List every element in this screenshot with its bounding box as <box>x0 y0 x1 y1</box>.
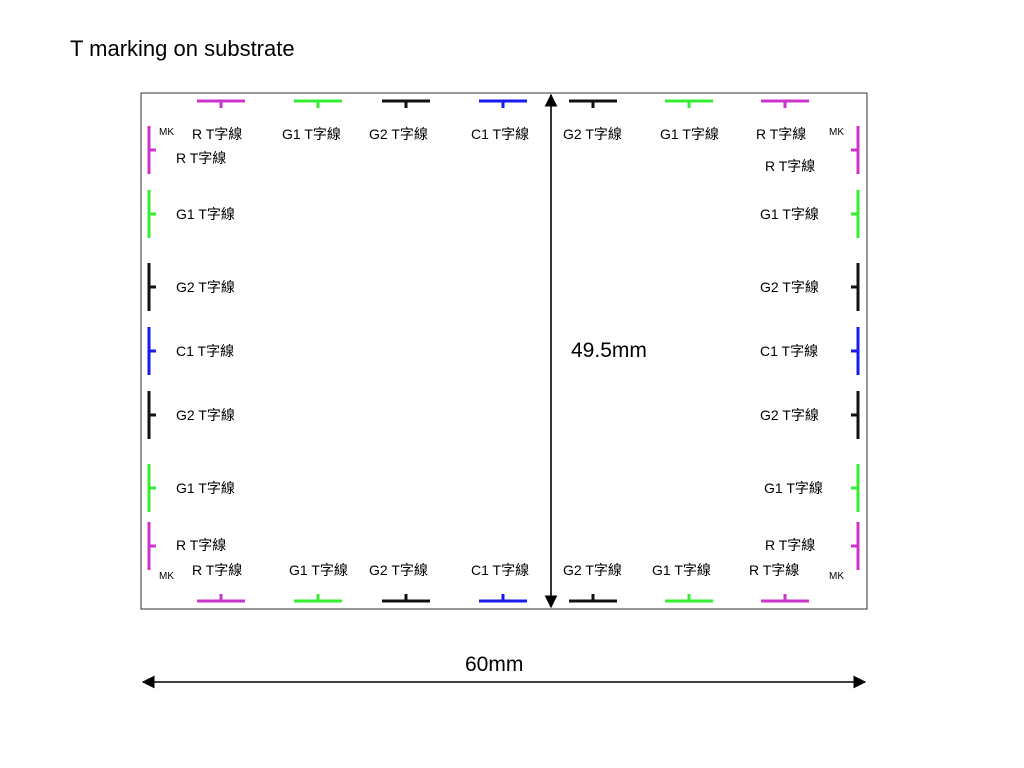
left-label-1: R T字線 <box>176 150 226 166</box>
top-mark-3-G2 <box>382 99 430 108</box>
left-label-6: G1 T字線 <box>176 480 235 496</box>
right-label-5: G2 T字線 <box>760 407 819 423</box>
top-label-6: G1 T字線 <box>660 126 719 142</box>
right-label-7: R T字線 <box>765 537 815 553</box>
top-label-3: G2 T字線 <box>369 126 428 142</box>
left-label-3: G2 T字線 <box>176 279 235 295</box>
right-mark-7-R <box>851 522 860 570</box>
left-mark-5-G2 <box>147 391 156 439</box>
bottom-mark-6-G1 <box>665 594 713 603</box>
left-mark-4-C1 <box>147 327 156 375</box>
bottom-label-1: R T字線 <box>192 562 242 578</box>
top-mark-4-C1 <box>479 99 527 108</box>
bottom-mark-4-C1 <box>479 594 527 603</box>
right-label-4: C1 T字線 <box>760 343 818 359</box>
page-title: T marking on substrate <box>70 36 295 61</box>
bottom-label-6: G1 T字線 <box>652 562 711 578</box>
width-dimension-label: 60mm <box>465 653 523 676</box>
bottom-label-2: G1 T字線 <box>289 562 348 578</box>
height-dimension-label: 49.5mm <box>571 339 647 362</box>
top-mark-7-R <box>761 99 809 108</box>
left-mark-6-G1 <box>147 464 156 512</box>
mk-label-bottom-right: MK <box>829 571 844 582</box>
top-mark-2-G1 <box>294 99 342 108</box>
right-label-1: R T字線 <box>765 158 815 174</box>
right-label-6: G1 T字線 <box>764 480 823 496</box>
bottom-mark-5-G2 <box>569 594 617 603</box>
top-mark-6-G1 <box>665 99 713 108</box>
top-label-1: R T字線 <box>192 126 242 142</box>
bottom-label-5: G2 T字線 <box>563 562 622 578</box>
top-label-4: C1 T字線 <box>471 126 529 142</box>
left-label-4: C1 T字線 <box>176 343 234 359</box>
right-mark-2-G1 <box>851 190 860 238</box>
right-label-3: G2 T字線 <box>760 279 819 295</box>
bottom-label-7: R T字線 <box>749 562 799 578</box>
bottom-label-3: G2 T字線 <box>369 562 428 578</box>
top-label-5: G2 T字線 <box>563 126 622 142</box>
left-label-5: G2 T字線 <box>176 407 235 423</box>
left-mark-7-R <box>147 522 156 570</box>
mk-label-top-right: MK <box>829 127 844 138</box>
right-mark-1-R <box>851 126 860 174</box>
left-mark-2-G1 <box>147 190 156 238</box>
right-label-2: G1 T字線 <box>760 206 819 222</box>
top-mark-1-R <box>197 99 245 108</box>
top-mark-5-G2 <box>569 99 617 108</box>
bottom-mark-2-G1 <box>294 594 342 603</box>
right-mark-3-G2 <box>851 263 860 311</box>
top-label-7: R T字線 <box>756 126 806 142</box>
bottom-mark-3-G2 <box>382 594 430 603</box>
bottom-mark-1-R <box>197 594 245 603</box>
right-mark-6-G1 <box>851 464 860 512</box>
mk-label-bottom-left: MK <box>159 571 174 582</box>
left-label-2: G1 T字線 <box>176 206 235 222</box>
bottom-label-4: C1 T字線 <box>471 562 529 578</box>
left-mark-1-R <box>147 126 156 174</box>
left-label-7: R T字線 <box>176 537 226 553</box>
right-mark-5-G2 <box>851 391 860 439</box>
right-mark-4-C1 <box>851 327 860 375</box>
top-label-2: G1 T字線 <box>282 126 341 142</box>
mk-label-top-left: MK <box>159 127 174 138</box>
left-mark-3-G2 <box>147 263 156 311</box>
bottom-mark-7-R <box>761 594 809 603</box>
substrate-outline <box>140 92 868 610</box>
